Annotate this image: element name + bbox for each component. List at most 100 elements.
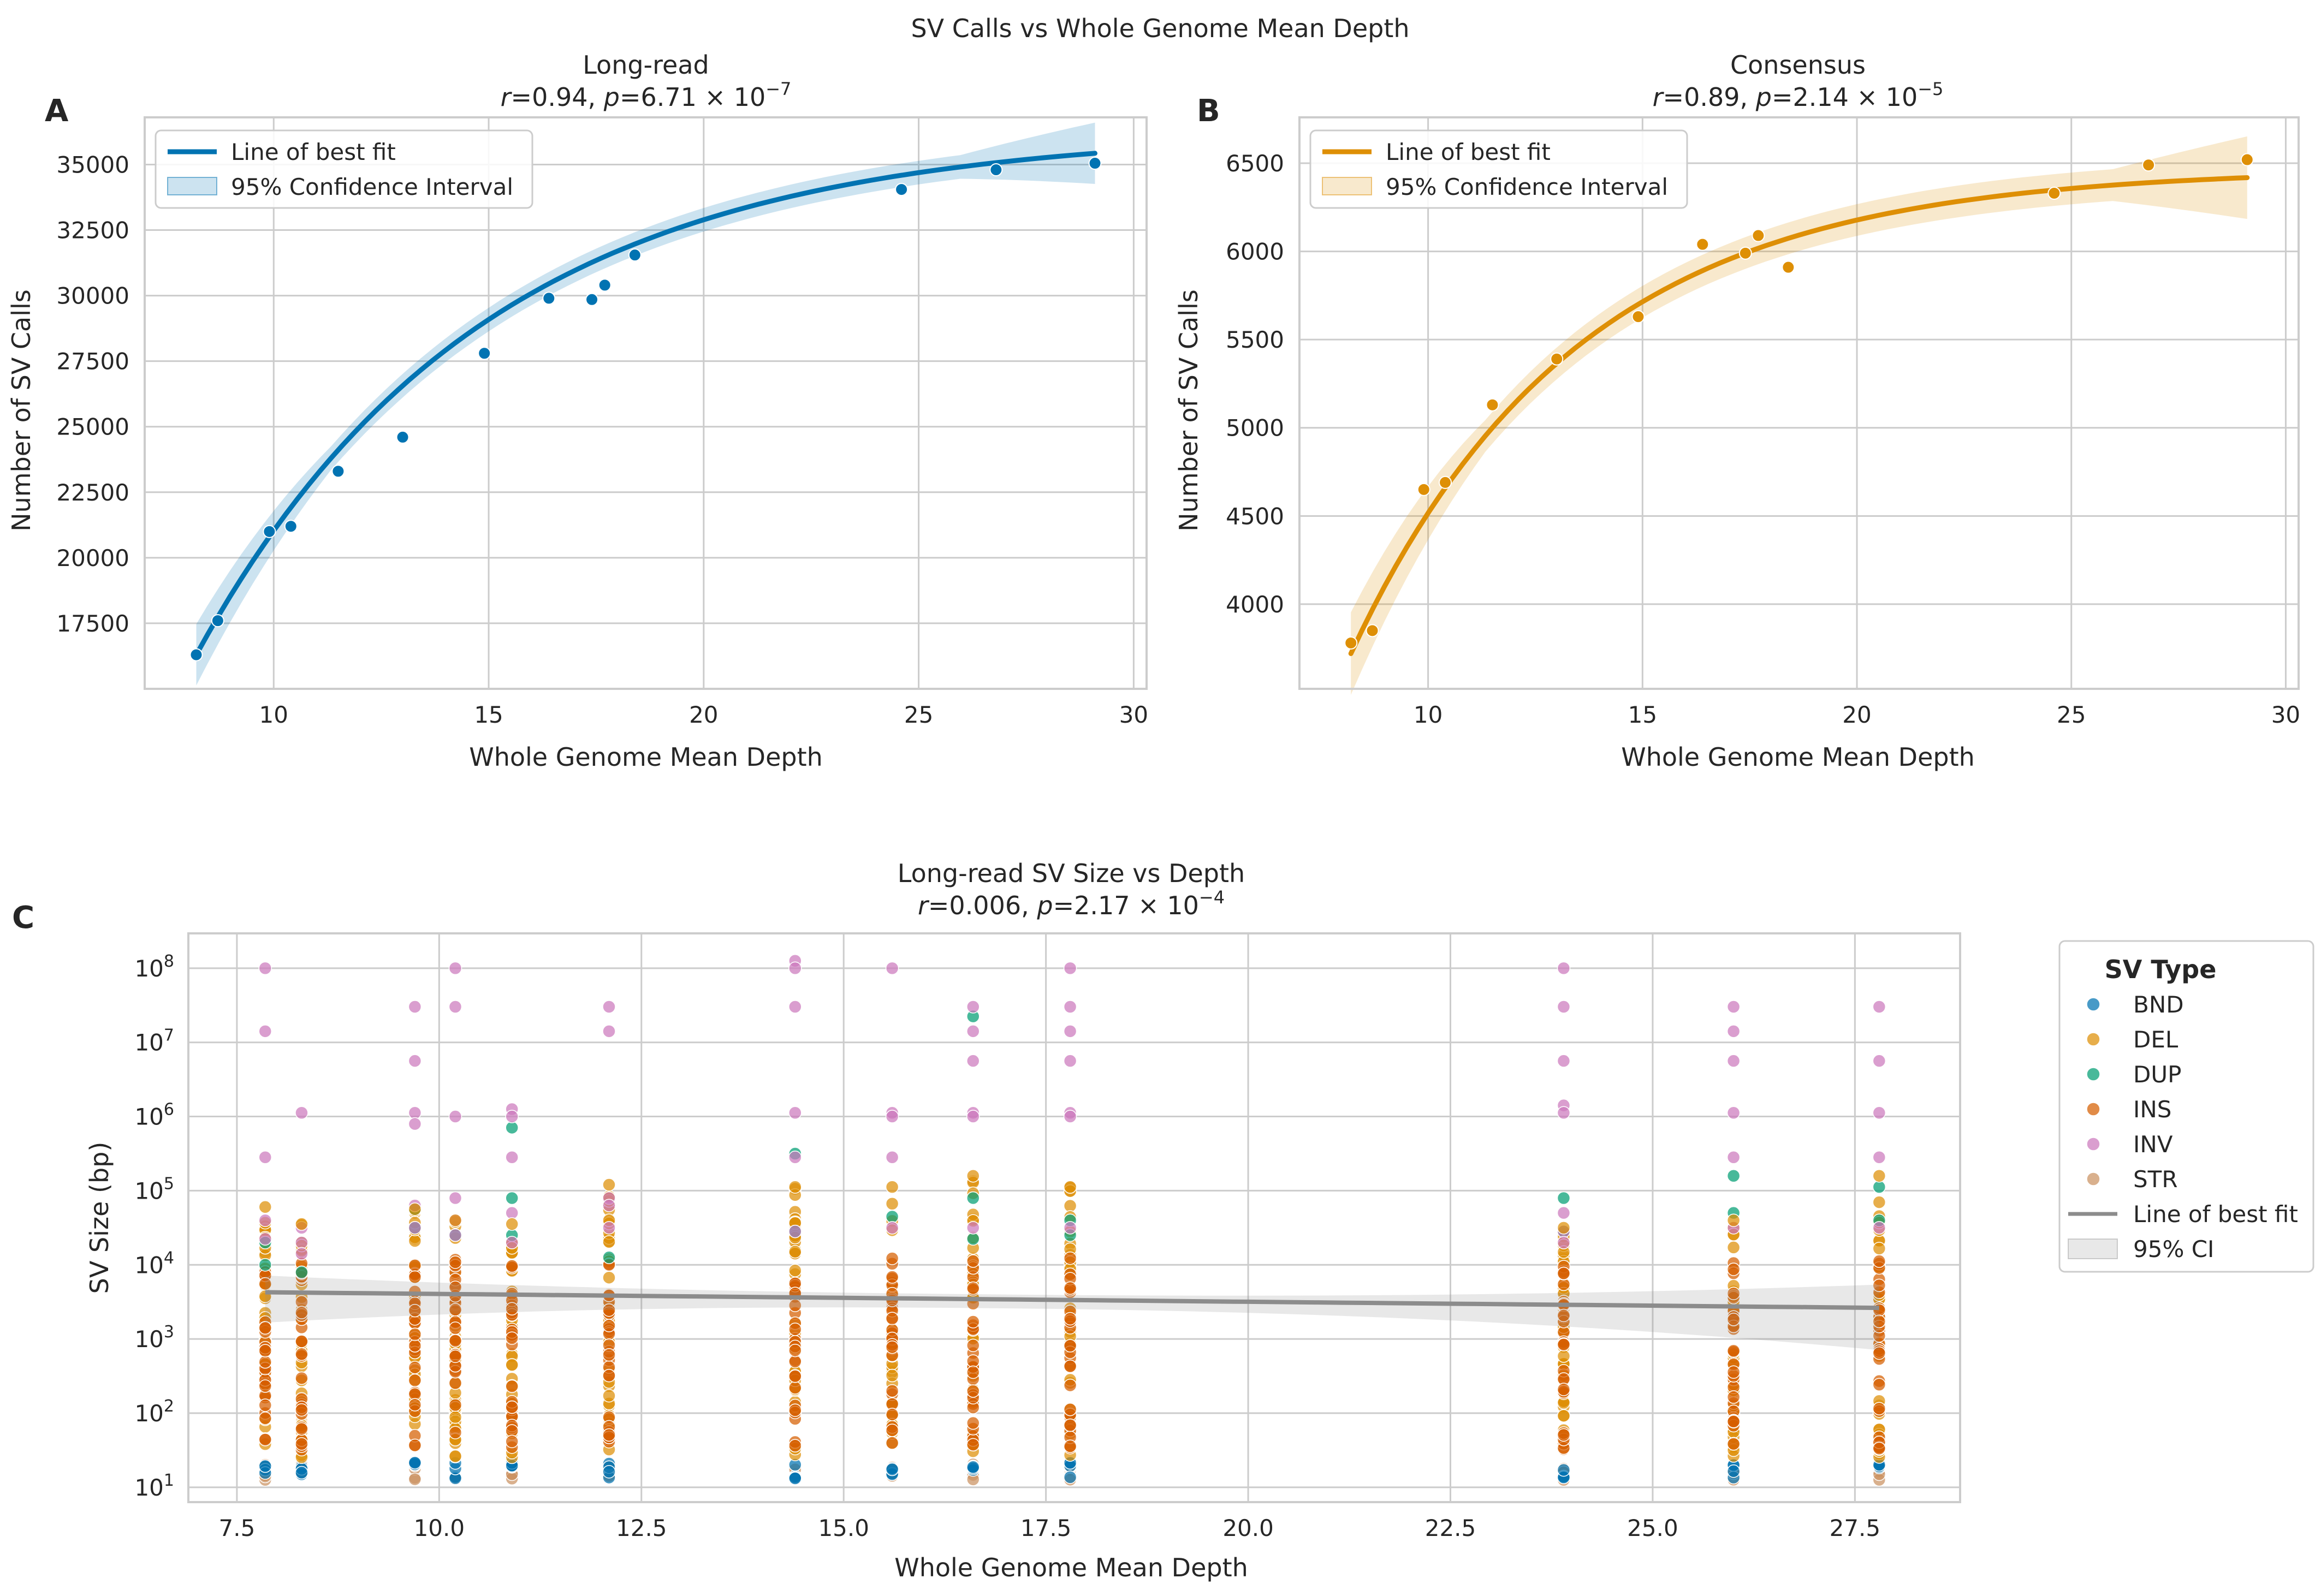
panel-a-long-read: A Long-read r=0.94, p=6.71 × 10−7 10 15 20… [7, 50, 1148, 772]
panel-c-point-inv [448, 1000, 462, 1014]
panel-c-point-inv [885, 1221, 899, 1235]
panel-c-point-ins [788, 1343, 802, 1357]
panel-c-x-tick-label: 15.0 [818, 1515, 869, 1541]
panel-c-point-del [788, 1264, 802, 1277]
panel-c-point-ins [1557, 1338, 1571, 1351]
panel-c-point-inv [1726, 1106, 1741, 1120]
panel-c-point-inv [295, 1106, 308, 1120]
panel-c-point-del [602, 1235, 616, 1249]
panel-c-point-ins [602, 1368, 616, 1383]
panel-b-ylabel: Number of SV Calls [1174, 289, 1203, 532]
panel-c-point-ins [258, 1433, 272, 1446]
panel-c-point-del [602, 1389, 616, 1403]
panel-c-point-ins [448, 1426, 462, 1439]
panel-c-legend-label-str: STR [2133, 1166, 2178, 1193]
panel-c-point-ins [505, 1434, 519, 1449]
panel-c-point-inv [505, 1236, 519, 1249]
panel-c-point-inv [448, 961, 462, 975]
panel-c-x-tick-label: 20.0 [1222, 1515, 1274, 1541]
panel-c-fit-line [265, 1290, 1879, 1311]
panel-a-data-point [628, 248, 642, 262]
panel-c-point-bnd [1726, 1464, 1741, 1478]
panel-c-point-ins [1557, 1428, 1571, 1442]
panel-c-r-value: 0.006 [949, 891, 1021, 920]
panel-a-x-tick-label: 25 [904, 701, 933, 728]
panel-b-letter: B [1197, 93, 1220, 129]
panel-c-point-ins [966, 1416, 980, 1430]
panel-c-point-del [1557, 1221, 1571, 1235]
panel-a-data-point [263, 525, 276, 538]
panel-c-legend-ci-swatch [2068, 1238, 2118, 1259]
panel-c-point-inv [505, 1151, 519, 1164]
panel-c-point-ins [966, 1338, 980, 1353]
panel-c-point-ins [295, 1437, 308, 1451]
panel-c-point-inv [788, 1224, 802, 1238]
panel-c-point-del [602, 1178, 616, 1192]
panel-c-point-ins [1726, 1415, 1741, 1428]
panel-c-point-ins [505, 1302, 519, 1316]
panel-c-point-ins [1557, 1266, 1571, 1281]
panel-c-point-ins [408, 1361, 422, 1374]
panel-a-stats: r=0.94, p=6.71 × 10−7 [501, 79, 792, 112]
panel-c-x-tick-label: 12.5 [616, 1515, 667, 1541]
panel-b-data-point [1738, 246, 1752, 260]
panel-c-y-tick-label: 101 [134, 1471, 174, 1501]
panel-c-point-ins [1872, 1254, 1886, 1268]
panel-c-point-ins [885, 1340, 899, 1354]
panel-a-x-tick-label: 15 [474, 701, 503, 728]
panel-c-y-tick-label: 102 [134, 1397, 174, 1427]
panel-c-point-inv [966, 1025, 980, 1038]
panel-c-point-ins [1726, 1262, 1741, 1276]
panel-c-point-del [1726, 1213, 1741, 1228]
panel-c-point-ins [408, 1327, 422, 1341]
panel-c-point-inv [1872, 1000, 1886, 1014]
panel-c-point-ins [448, 1321, 462, 1335]
panel-b-y-tick-label: 5000 [1226, 415, 1284, 442]
panel-a-data-point [478, 347, 491, 360]
panel-c-point-ins [966, 1254, 980, 1268]
panel-c-point-inv [602, 1025, 616, 1038]
panel-c-point-ins [258, 1321, 272, 1335]
panel-c-point-del [1726, 1241, 1741, 1254]
panel-a-legend-ci-label: 95% Confidence Interval [231, 174, 513, 200]
panel-c-point-ins [295, 1306, 308, 1319]
panel-c-point-ins [408, 1258, 422, 1272]
panel-c-point-dup [966, 1232, 980, 1246]
panel-c-point-inv [966, 1054, 980, 1068]
panel-c-point-dup [885, 1210, 899, 1224]
panel-c-point-del [602, 1271, 616, 1284]
panel-c-point-del [1872, 1169, 1886, 1183]
panel-b-data-point [1366, 624, 1379, 638]
panel-c-legend-marker-inv [2086, 1137, 2100, 1151]
panel-c-point-ins [1872, 1314, 1886, 1329]
panel-c-point-ins [966, 1438, 980, 1452]
panel-c-point-ins [408, 1270, 422, 1284]
panel-c-point-inv [1557, 1000, 1571, 1014]
panel-b-y-tick-label: 6000 [1226, 239, 1284, 265]
panel-c-point-ins [408, 1438, 422, 1452]
panel-c-point-inv [408, 1054, 422, 1068]
panel-c-point-ins [258, 1398, 272, 1412]
panel-c-point-dup [1557, 1191, 1571, 1205]
panel-a-p-exponent: −7 [765, 79, 791, 99]
panel-c-legend-title: SV Type [2105, 955, 2217, 984]
panel-b-data-point [2047, 186, 2061, 200]
panel-c-point-inv [1557, 961, 1571, 975]
panel-c-point-del [1872, 1195, 1886, 1209]
panel-a-data-point [189, 648, 203, 662]
panel-c-point-inv [602, 1000, 616, 1014]
panel-c-point-ins [788, 1355, 802, 1368]
panel-c-y-tick-label: 106 [134, 1100, 174, 1130]
panel-c-point-ins [1872, 1346, 1886, 1360]
panel-c-point-ins [788, 1369, 802, 1383]
panel-c-point-ins [258, 1412, 272, 1425]
panel-c-point-inv [408, 1221, 422, 1235]
panel-c-point-del [505, 1217, 519, 1231]
panel-a-letter: A [45, 93, 69, 129]
panel-a-y-tick-label: 30000 [56, 283, 129, 309]
panel-c-legend-marker-ins [2086, 1102, 2100, 1116]
panel-c-point-del [505, 1358, 519, 1372]
panel-c-point-inv [1872, 1106, 1886, 1120]
panel-c-point-inv [1063, 1054, 1077, 1068]
panel-c-point-ins [408, 1303, 422, 1318]
